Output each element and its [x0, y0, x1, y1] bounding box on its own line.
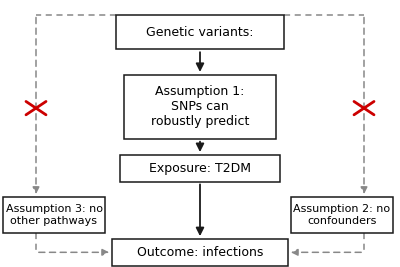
FancyBboxPatch shape — [124, 75, 276, 139]
Text: Assumption 1:
SNPs can
robustly predict: Assumption 1: SNPs can robustly predict — [151, 85, 249, 128]
Text: Assumption 3: no
other pathways: Assumption 3: no other pathways — [6, 204, 102, 226]
Text: Assumption 2: no
confounders: Assumption 2: no confounders — [294, 204, 390, 226]
Text: Genetic variants:: Genetic variants: — [146, 26, 254, 38]
FancyBboxPatch shape — [3, 197, 105, 233]
FancyBboxPatch shape — [112, 239, 288, 266]
Text: Exposure: T2DM: Exposure: T2DM — [149, 162, 251, 175]
Text: Outcome: infections: Outcome: infections — [137, 246, 263, 259]
FancyBboxPatch shape — [116, 15, 284, 49]
FancyBboxPatch shape — [291, 197, 393, 233]
FancyBboxPatch shape — [120, 155, 280, 182]
